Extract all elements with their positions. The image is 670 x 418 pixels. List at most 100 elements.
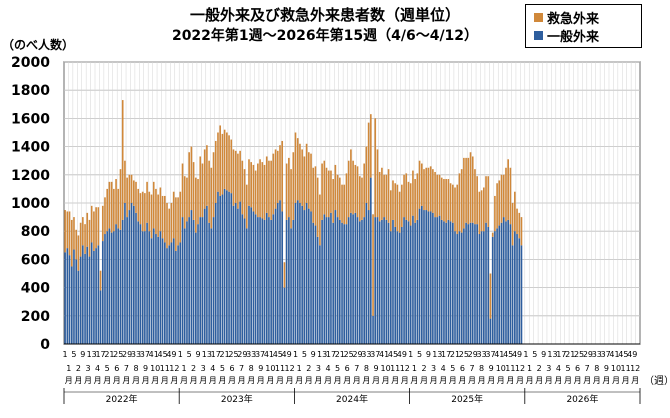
bar-general: [183, 228, 186, 344]
legend: 救急外来 一般外来: [525, 4, 642, 48]
bar-general: [97, 245, 100, 344]
bar-general: [177, 245, 179, 344]
bar-general: [381, 219, 383, 344]
x-tick-month-suffix: 月: [65, 376, 73, 385]
bar-general: [347, 217, 350, 344]
bar-general: [310, 211, 312, 344]
bar-emergency: [212, 152, 215, 218]
x-tick-month-number: 8: [249, 364, 254, 373]
x-tick-week-label: 13: [317, 350, 327, 359]
bar-emergency: [141, 191, 144, 232]
bar-general: [155, 234, 157, 344]
bar-emergency: [383, 174, 385, 218]
bar-general: [458, 231, 461, 344]
bar-emergency: [294, 132, 297, 203]
bar-emergency: [403, 174, 405, 218]
bar-emergency: [463, 157, 465, 229]
bar-emergency: [121, 100, 124, 220]
bar-general: [257, 217, 259, 344]
x-tick-month-suffix: 月: [420, 376, 428, 385]
x-tick-month-suffix: 月: [94, 376, 102, 385]
x-tick-month-number: 8: [479, 364, 484, 373]
bar-emergency: [334, 164, 337, 211]
bar-general: [352, 214, 354, 344]
x-tick-month-suffix: 月: [468, 376, 476, 385]
bar-general: [86, 246, 89, 344]
bar-emergency: [350, 149, 352, 213]
bar-emergency: [498, 180, 501, 226]
bar-emergency: [407, 181, 410, 222]
x-tick-week-label: 5: [71, 350, 76, 359]
x-tick-week-label: 49: [512, 350, 522, 359]
bar-general: [418, 208, 421, 344]
bar-general: [356, 217, 359, 344]
x-tick-week-label: 21: [335, 350, 345, 359]
bar-emergency: [259, 159, 261, 218]
x-tick-month-number: 6: [114, 364, 119, 373]
bar-emergency: [228, 135, 230, 192]
bar-emergency: [458, 173, 461, 232]
bar-general: [248, 205, 250, 344]
bar-general: [115, 224, 117, 344]
bar-general: [383, 217, 385, 344]
bar-emergency: [130, 174, 133, 203]
x-tick-week-label: 45: [503, 350, 513, 359]
bar-general: [456, 234, 459, 344]
x-tick-month-suffix: 月: [449, 376, 457, 385]
x-tick-month-number: 10: [265, 364, 275, 373]
bar-emergency: [79, 222, 82, 257]
bar-general: [166, 248, 168, 344]
bar-general: [186, 221, 188, 344]
x-tick-month-suffix: 月: [190, 376, 198, 385]
bar-general: [73, 249, 75, 344]
x-tick-month-number: 9: [258, 364, 263, 373]
bar-general: [398, 232, 401, 344]
x-tick-week-label: 21: [220, 350, 230, 359]
bar-emergency: [451, 184, 454, 223]
bar-general: [263, 219, 266, 344]
bar-general: [70, 266, 73, 344]
bar-general: [374, 217, 377, 344]
bar-emergency: [199, 156, 202, 218]
x-tick-week-label: 1: [178, 350, 183, 359]
bar-emergency: [101, 205, 104, 242]
x-tick-month-number: 6: [575, 364, 580, 373]
bar-general: [279, 200, 281, 344]
x-axis-label: （週）: [644, 375, 670, 387]
y-axis-label: （のべ人数）: [2, 38, 75, 52]
y-tick-label: 1000: [11, 196, 50, 212]
x-tick-month-suffix: 月: [478, 376, 486, 385]
bar-general: [336, 217, 339, 344]
bar-general: [206, 205, 208, 344]
bar-emergency: [509, 167, 512, 225]
x-tick-week-label: 41: [379, 350, 389, 359]
x-tick-month-suffix: 月: [209, 376, 217, 385]
x-tick-month-number: 5: [335, 364, 340, 373]
x-tick-month-number: 5: [105, 364, 110, 373]
bar-general: [394, 226, 397, 344]
bar-emergency: [460, 169, 463, 233]
x-tick-month-suffix: 月: [564, 376, 572, 385]
bar-emergency: [77, 235, 80, 271]
x-tick-week-label: 21: [450, 350, 460, 359]
bar-emergency: [520, 217, 523, 246]
x-tick-week-label: 29: [468, 350, 478, 359]
bar-emergency: [412, 170, 414, 216]
bar-general: [283, 287, 286, 344]
bar-general: [197, 224, 199, 344]
x-tick-month-suffix: 月: [382, 376, 390, 385]
x-tick-month-suffix: 月: [516, 376, 524, 385]
bar-general: [330, 212, 332, 344]
x-tick-week-label: 33: [477, 350, 487, 359]
bar-general: [474, 224, 476, 344]
x-tick-week-label: 37: [255, 350, 265, 359]
bar-emergency: [201, 163, 204, 218]
x-tick-week-label: 33: [361, 350, 371, 359]
bar-emergency: [502, 174, 505, 218]
bar-emergency: [90, 205, 93, 243]
bar-general: [425, 210, 428, 344]
x-tick-week-label: 45: [388, 350, 398, 359]
x-tick-month-number: 12: [169, 364, 179, 373]
x-tick-month-suffix: 月: [391, 376, 399, 385]
bar-emergency: [195, 177, 197, 233]
